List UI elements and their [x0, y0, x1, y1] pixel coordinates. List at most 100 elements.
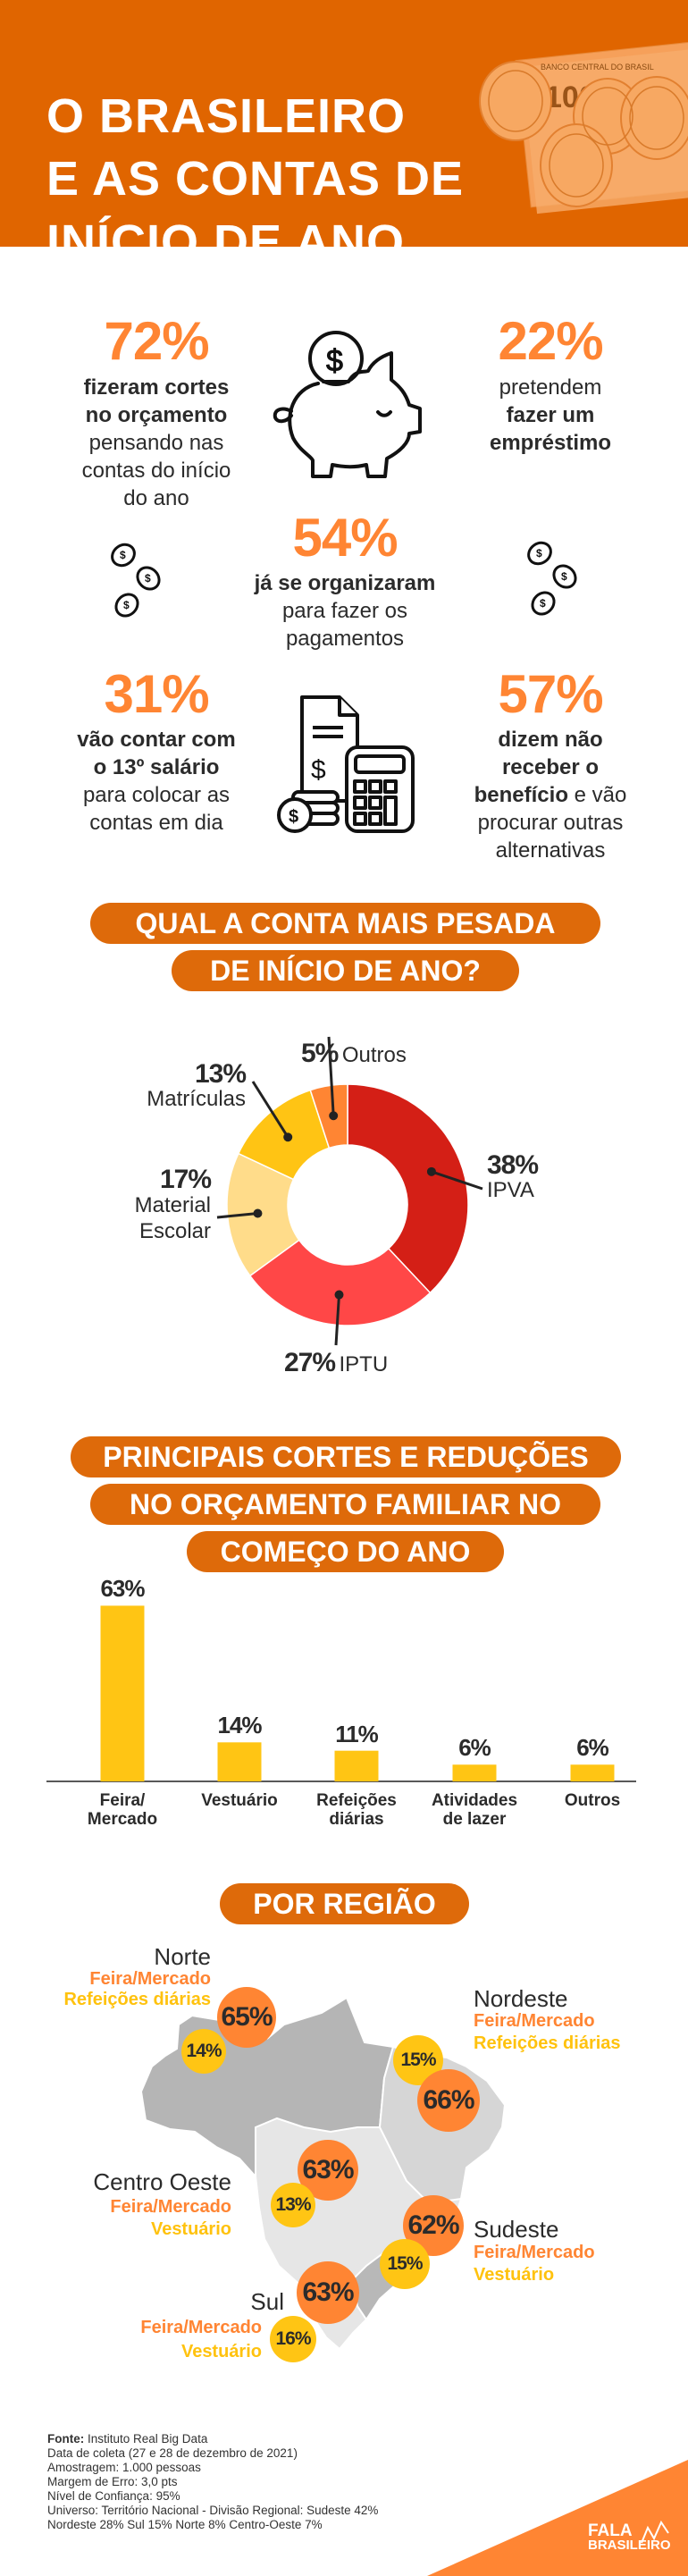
region-sul-first-value: 63%	[297, 2261, 359, 2324]
label-name: Escolar	[138, 1219, 211, 1243]
footer-line: Margem de Erro: 3,0 pts	[47, 2475, 178, 2488]
bill-calculator-icon: $ $	[277, 695, 415, 833]
stat-31-text: vão contar com o 13º salário para coloca…	[22, 726, 290, 837]
bar-category-label: Refeições diárias	[303, 1791, 410, 1829]
coins-icon: $ $ $	[111, 543, 161, 618]
leader-dot	[426, 1166, 436, 1176]
stat-line: contas do início	[81, 459, 231, 483]
label-value: 38%	[487, 1150, 539, 1180]
bar-1	[217, 1742, 262, 1781]
donut-label-iptu: 27% IPTU	[284, 1348, 388, 1378]
stat-line: procurar outras	[477, 811, 624, 835]
region-sul-second: Vestuário	[180, 2342, 262, 2361]
region-centro-oeste-second: Vestuário	[150, 2219, 231, 2239]
bar-2	[334, 1750, 379, 1781]
stat-line: alternativas	[495, 838, 606, 863]
region-nordeste-second: Refeições diárias	[474, 2033, 621, 2053]
label-value: 17%	[159, 1165, 212, 1194]
piggy-bank-icon: $	[273, 331, 422, 478]
footer-source: Fonte: Instituto Real Big Data Data de c…	[47, 2432, 378, 2532]
bar-category-label: Atividades de lazer	[421, 1791, 528, 1829]
stat-line: para fazer os	[281, 599, 408, 623]
page-title-line-1: O BRASILEIRO	[46, 89, 407, 143]
bar-title-line-1: PRINCIPAIS CORTES E REDUÇÕES	[71, 1436, 621, 1477]
label-value: 13%	[194, 1059, 247, 1089]
stat-line: benefício	[474, 783, 568, 807]
source-value: Instituto Real Big Data	[84, 2432, 208, 2446]
stat-54-text: já se organizaram para fazer os pagament…	[193, 569, 497, 652]
stat-line: para colocar as	[82, 783, 231, 807]
stat-line: pensando nas	[88, 431, 224, 455]
region-norte-second-value: 14%	[181, 2029, 226, 2074]
footer-line: Nível de Confiança: 95%	[47, 2489, 180, 2503]
stat-line: empréstimo	[489, 431, 612, 455]
bar-value-label: 63%	[100, 1575, 145, 1603]
leader-dot	[253, 1208, 263, 1218]
stat-57-value: 57%	[498, 664, 603, 724]
stat-line: o 13º salário	[93, 755, 220, 779]
bar-title-line-2: NO ORÇAMENTO FAMILIAR NO	[90, 1484, 600, 1525]
bar-value-label: 11%	[335, 1720, 379, 1747]
label-name: Outros	[341, 1043, 407, 1067]
stat-line: dizem não	[498, 728, 603, 752]
stat-57-text: dizem não receber o benefício e vão proc…	[407, 726, 688, 864]
stat-54-value: 54%	[292, 508, 398, 568]
donut-title-line-2: DE INÍCIO DE ANO?	[172, 950, 519, 991]
svg-text:$: $	[561, 570, 567, 583]
stat-line: e vão	[567, 783, 627, 807]
region-sul-first: Feira/Mercado	[140, 2318, 262, 2337]
region-norte-name: Norte	[154, 1943, 211, 1970]
logo-text-bottom: BRASILEIRO	[588, 2538, 671, 2553]
footer-line: Nordeste 28% Sul 15% Norte 8% Centro-Oes…	[47, 2518, 323, 2531]
leader-dot	[283, 1132, 293, 1142]
page-title-line-3: INÍCIO DE ANO	[46, 215, 406, 247]
stat-line: no orçamento	[85, 403, 228, 427]
bar-category-line: de lazer	[442, 1810, 507, 1829]
donut-title-line-1: QUAL A CONTA MAIS PESADA	[90, 903, 600, 944]
stat-31-value: 31%	[104, 664, 209, 724]
bar-category-line: Refeições	[316, 1791, 397, 1810]
logo-text-top: FALA	[588, 2521, 633, 2540]
svg-text:$: $	[145, 572, 151, 585]
footer-line: Universo: Território Nacional - Divisão …	[47, 2504, 379, 2517]
svg-text:$: $	[536, 547, 542, 560]
region-sul-second-value: 16%	[270, 2316, 316, 2362]
bar-3	[452, 1764, 497, 1781]
footer-line: Amostragem: 1.000 pessoas	[47, 2461, 201, 2474]
footer-corner-triangle	[427, 2460, 688, 2576]
stat-line: fizeram cortes	[83, 375, 230, 400]
region-norte-first-value: 65%	[217, 1987, 276, 2048]
svg-text:$: $	[123, 599, 130, 611]
label-name: Matrículas	[147, 1087, 246, 1111]
bar-category-line: Mercado	[87, 1810, 158, 1829]
leader-dot	[334, 1290, 344, 1300]
leader-line	[251, 1081, 289, 1139]
leader-line	[431, 1170, 483, 1191]
source-label: Fonte:	[47, 2432, 85, 2446]
page-title-line-2: E AS CONTAS DE	[46, 152, 465, 206]
bar-value-label: 6%	[576, 1734, 609, 1762]
donut-label-ipva: 38% IPVA	[487, 1150, 539, 1203]
stat-line: fazer um	[506, 403, 595, 427]
regions-title: POR REGIÃO	[220, 1883, 469, 1924]
stat-line: pagamentos	[285, 627, 405, 651]
bar-category-line: Vestuário	[201, 1791, 278, 1810]
label-name: Material	[134, 1193, 211, 1217]
region-sudeste-name: Sudeste	[474, 2216, 559, 2243]
footer-line: Data de coleta (27 e 28 de dezembro de 2…	[47, 2446, 298, 2460]
label-value: 5%	[301, 1039, 339, 1068]
bar-category-label: Vestuário	[186, 1791, 293, 1810]
stat-line: contas em dia	[89, 811, 223, 835]
stat-22-text: pretendem fazer um empréstimo	[416, 374, 684, 457]
bar-0	[100, 1605, 145, 1781]
label-value: 27%	[284, 1348, 336, 1377]
bar-category-line: Feira/	[99, 1791, 146, 1810]
label-name: IPTU	[339, 1352, 389, 1376]
region-norte-second: Refeições diárias	[63, 1990, 211, 2009]
bar-category-line: Atividades	[431, 1791, 518, 1810]
region-sudeste-first: Feira/Mercado	[474, 2243, 595, 2262]
header-banner: O BRASILEIRO E AS CONTAS DE INÍCIO DE AN…	[0, 0, 688, 247]
stat-line: do ano	[123, 486, 189, 510]
svg-text:$: $	[289, 807, 298, 827]
bar-category-line: Outros	[564, 1791, 621, 1810]
